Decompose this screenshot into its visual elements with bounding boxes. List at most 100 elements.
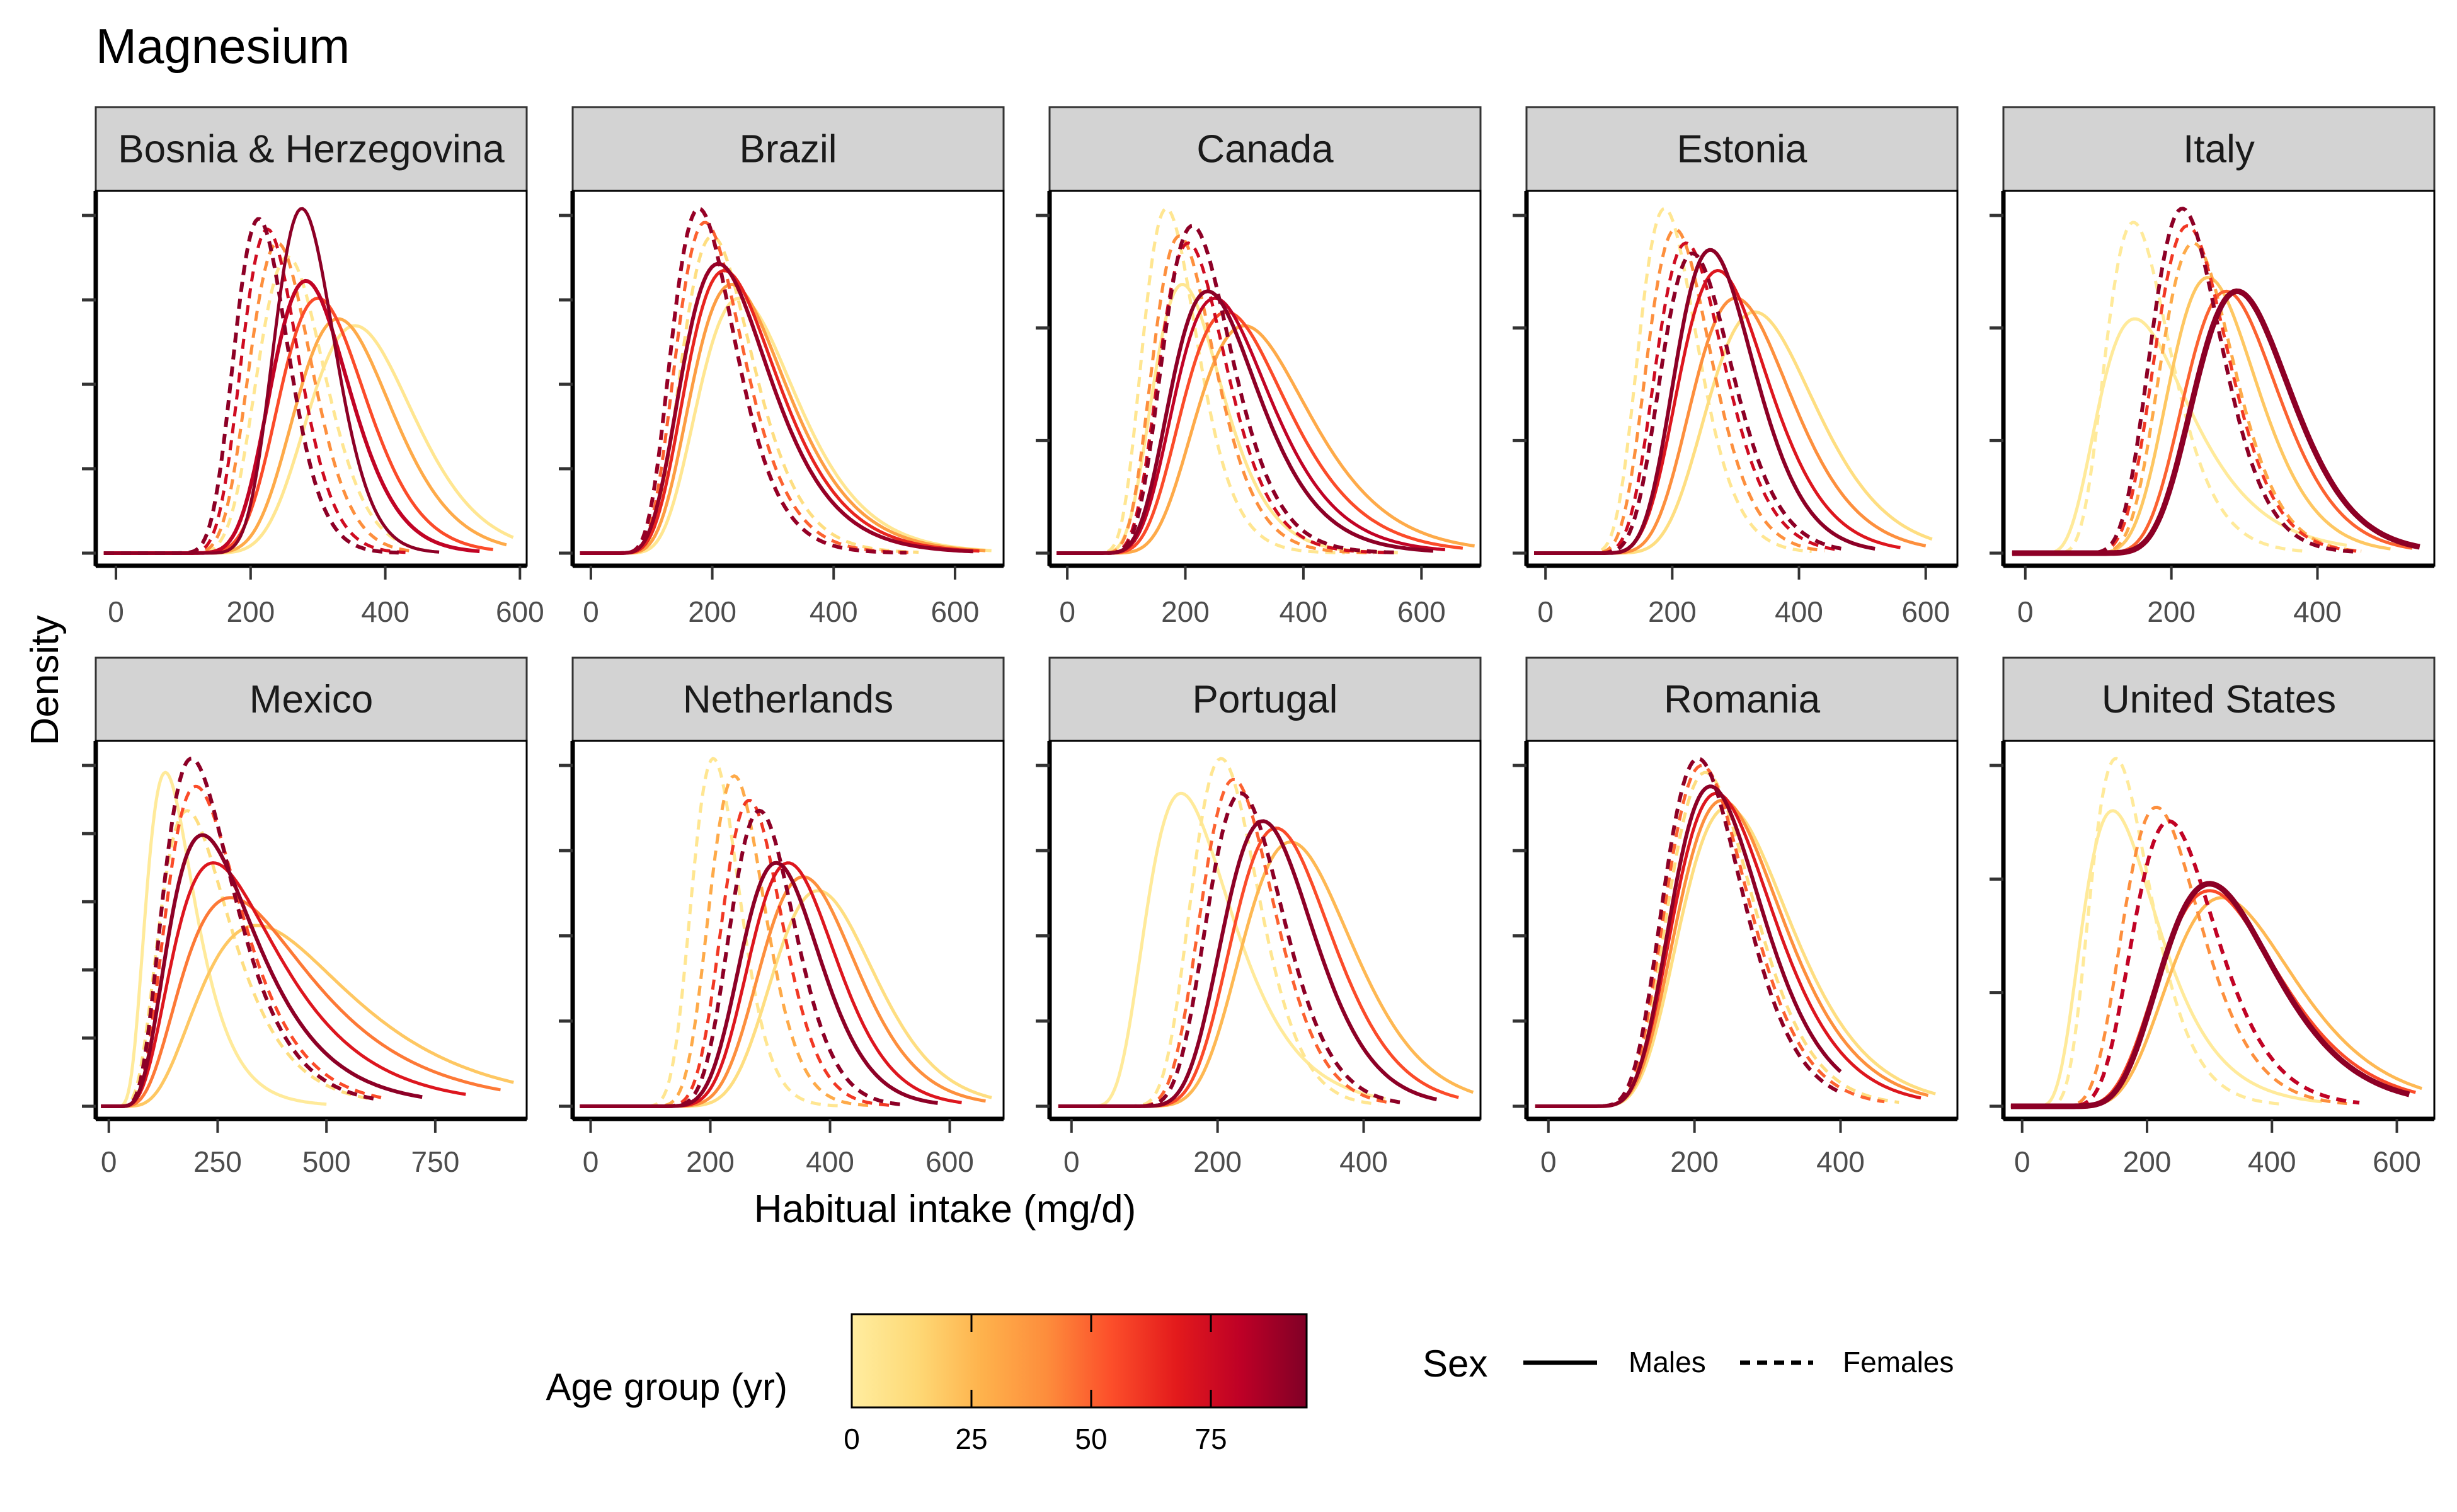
panel-brazil: Brazil 0 200 400 600	[559, 106, 1005, 628]
x-tick-label: 600	[496, 595, 544, 628]
x-tick-label: 200	[2147, 595, 2196, 628]
curve-group	[1534, 207, 1933, 555]
x-tick-label: 600	[1901, 595, 1950, 628]
x-tick-label: 600	[2373, 1145, 2421, 1178]
x-tick-label: 400	[361, 595, 410, 628]
x-tick-label: 200	[2123, 1145, 2172, 1178]
colorbar-tick-label: 75	[1194, 1423, 1227, 1455]
x-tick-label: 200	[1648, 595, 1697, 628]
x-tick-label: 0	[583, 595, 599, 628]
male-density-curve	[1058, 819, 1438, 1108]
panel-mexico: Mexico 0 250 500 750	[82, 656, 528, 1178]
panel-frame	[2002, 190, 2436, 567]
x-tick-label: 200	[1670, 1145, 1719, 1178]
colorbar-ticks: 0 25 50 75	[844, 1314, 1227, 1455]
female-density-curve	[1057, 224, 1398, 555]
female-density-curve	[1058, 791, 1400, 1108]
female-density-curve	[1535, 757, 1841, 1108]
curve-group	[2012, 207, 2420, 556]
female-density-curve	[1534, 227, 1825, 555]
males-legend-label: Males	[1629, 1346, 1706, 1378]
colorbar-tick-label: 50	[1075, 1423, 1107, 1455]
male-density-curve	[580, 296, 992, 555]
x-tick-label: 0	[1537, 595, 1554, 628]
strip-background	[1525, 106, 1959, 192]
panel-portugal: Portugal 0 200 400	[1036, 656, 1482, 1178]
curve-group	[580, 757, 992, 1108]
x-tick-label: 600	[925, 1145, 974, 1178]
strip-label: Netherlands	[683, 678, 893, 721]
strip-label: Italy	[2183, 128, 2255, 171]
x-tick-label: 400	[1775, 595, 1823, 628]
male-density-curve	[101, 896, 501, 1108]
x-tick-label: 0	[2014, 1145, 2030, 1178]
female-density-curve	[1534, 241, 1838, 555]
female-density-curve	[1057, 207, 1345, 555]
female-density-curve	[2012, 207, 2354, 555]
female-density-curve	[580, 808, 902, 1108]
colorbar-title: Age group (yr)	[546, 1366, 788, 1408]
x-axis-title: Habitual intake (mg/d)	[754, 1188, 1137, 1231]
male-density-curve	[2010, 881, 2410, 1109]
strip-label: Estonia	[1677, 128, 1807, 171]
panel-united-states: United States 0 200 400 600	[1990, 656, 2436, 1178]
male-density-curve	[1535, 784, 1842, 1108]
x-tick-label: 750	[411, 1145, 460, 1178]
panel-frame	[1048, 740, 1482, 1120]
colorbar	[850, 1313, 1308, 1409]
x-tick-label: 400	[1280, 595, 1328, 628]
x-tick-label: 250	[193, 1145, 242, 1178]
panel-romania: Romania 0 200 400	[1513, 656, 1959, 1178]
curve-group	[103, 207, 514, 555]
strip-label: Canada	[1196, 128, 1334, 171]
x-tick-label: 400	[2293, 595, 2342, 628]
sex-legend-title: Sex	[1423, 1343, 1487, 1385]
male-density-curve	[101, 833, 423, 1108]
panel-frame	[1525, 740, 1959, 1120]
female-density-curve	[103, 227, 406, 555]
curve-group	[2010, 757, 2422, 1109]
facet-panels: Bosnia & Herzegovina 0 200 400 600 Brazil 0 200…	[82, 106, 2436, 1178]
strip-label: Portugal	[1193, 678, 1338, 721]
curve-group	[580, 207, 992, 555]
x-tick-label: 200	[686, 1145, 735, 1178]
x-tick-label: 0	[108, 595, 124, 628]
strip-background	[2002, 106, 2436, 192]
x-tick-label: 0	[1540, 1145, 1557, 1178]
female-density-curve	[1534, 251, 1844, 555]
female-density-curve	[580, 774, 873, 1108]
male-density-curve	[580, 261, 973, 555]
female-density-curve	[103, 217, 399, 555]
male-density-curve	[580, 283, 986, 555]
colorbar-tick-label: 0	[844, 1423, 860, 1455]
x-tick-label: 200	[1161, 595, 1210, 628]
x-tick-label: 400	[1339, 1145, 1388, 1178]
x-tick-label: 0	[1059, 595, 1075, 628]
x-tick-label: 500	[302, 1145, 351, 1178]
male-density-curve	[101, 861, 466, 1108]
strip-label: United States	[2102, 678, 2336, 721]
panel-frame	[1525, 190, 1959, 567]
strip-label: Romania	[1664, 678, 1821, 721]
strip-background	[94, 106, 528, 192]
x-tick-label: 200	[688, 595, 736, 628]
female-density-curve	[2010, 757, 2285, 1108]
x-tick-label: 400	[1816, 1145, 1865, 1178]
strip-background	[571, 106, 1005, 192]
strip-label: Mexico	[249, 678, 373, 721]
curve-group	[1535, 757, 1936, 1108]
x-tick-label: 200	[226, 595, 275, 628]
curve-group	[1058, 757, 1474, 1108]
x-tick-label: 0	[583, 1145, 599, 1178]
curve-group	[1057, 207, 1475, 555]
female-density-curve	[580, 207, 907, 555]
x-tick-label: 200	[1193, 1145, 1242, 1178]
y-axis-title: Density	[23, 616, 67, 746]
legend: Age group (yr) 0 25 50 75 Sex Males Females	[546, 1313, 1954, 1455]
male-density-curve	[1057, 289, 1434, 555]
female-density-curve	[101, 757, 379, 1108]
panel-frame	[1048, 190, 1482, 567]
x-tick-label: 0	[2017, 595, 2034, 628]
male-density-curve	[580, 269, 980, 555]
